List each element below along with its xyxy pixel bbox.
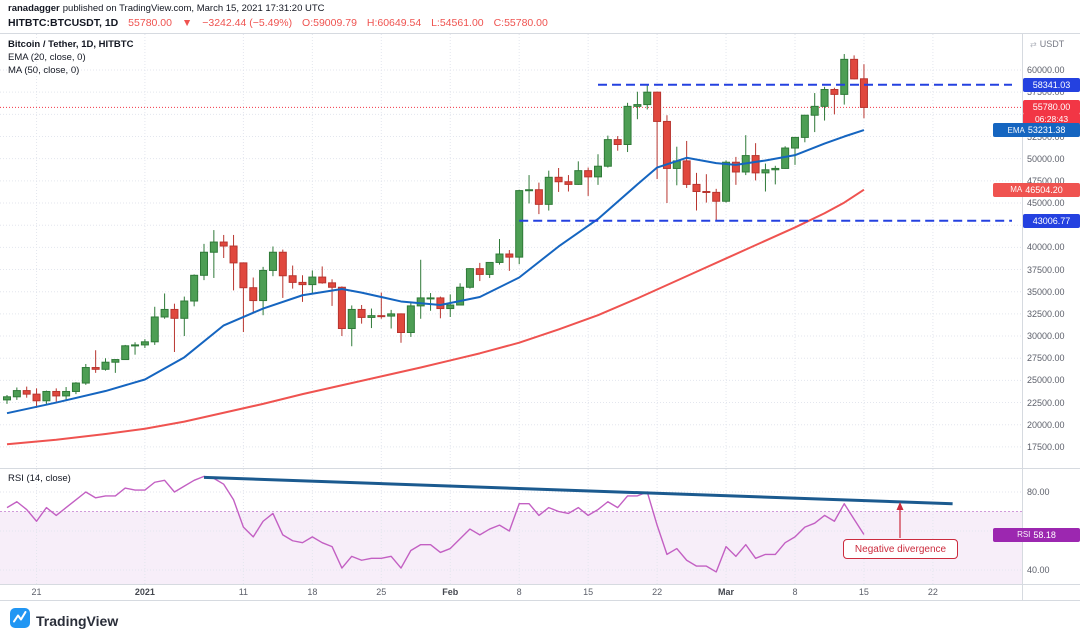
last-badge: 55780.00: [1023, 100, 1080, 115]
chart-legend: Bitcoin / Tether, 1D, HITBTC EMA (20, cl…: [8, 38, 133, 77]
price-axis-tick: 37500.00: [1027, 264, 1065, 275]
rsi-badge-value: 58.18: [1033, 529, 1056, 540]
footer: TradingView: [10, 608, 118, 633]
price-axis-tick: 17500.00: [1027, 441, 1065, 452]
price-axis-tick: 47500.00: [1027, 175, 1065, 186]
time-axis-tick: 2021: [134, 587, 155, 597]
legend-symbol[interactable]: Bitcoin / Tether, 1D, HITBTC: [8, 39, 134, 50]
high-value: H:60649.54: [366, 17, 422, 29]
price-axis-tick: 57500.00: [1027, 87, 1065, 98]
rsi-axis-tick: 80.00: [1027, 487, 1050, 497]
ema-badge-prefix: EMA: [1007, 125, 1025, 135]
time-axis-tick: 8: [792, 587, 798, 597]
ma-badge-prefix: MA: [1010, 185, 1023, 195]
legend-ma[interactable]: MA (50, close, 0): [8, 65, 80, 76]
price-axis-tick: 40000.00: [1027, 242, 1065, 253]
time-axis-tick: Feb: [442, 587, 459, 597]
publish-text: published on TradingView.com, March 15, …: [62, 3, 325, 14]
price-axis-tick: 20000.00: [1027, 419, 1065, 430]
change-arrow-icon: ▼: [181, 17, 193, 29]
negative-divergence-text: Negative divergence: [854, 543, 947, 555]
ma-badge: MA 46504.20: [993, 182, 1080, 197]
ma-badge-value: 46504.20: [1025, 184, 1063, 195]
currency-control[interactable]: ⇄ USDT: [1030, 39, 1064, 49]
publish-line: ranadagger published on TradingView.com, …: [8, 0, 555, 14]
currency-toggle-icon: ⇄: [1030, 39, 1037, 49]
rsi-axis-tick: 40.00: [1027, 565, 1050, 575]
last-price: 55780.00: [128, 17, 172, 29]
time-axis-tick: 22: [927, 587, 938, 597]
currency-label: USDT: [1039, 39, 1065, 49]
time-axis-tick: 8: [516, 587, 522, 597]
price-axis-tick: 60000.00: [1027, 65, 1065, 75]
low-value: L:54561.00: [431, 17, 484, 29]
author-name: ranadagger: [8, 3, 60, 14]
price-axis-tick: 32500.00: [1027, 308, 1065, 319]
price-axis-tick: 35000.00: [1027, 286, 1065, 297]
price-axis-tick: 50000.00: [1027, 153, 1065, 164]
price-axis-tick: 25000.00: [1027, 375, 1065, 386]
ema-badge: EMA 53231.38: [993, 123, 1080, 138]
time-axis-tick: 15: [583, 587, 594, 597]
time-axis-tick: 18: [307, 587, 318, 597]
price-axis-tick: 22500.00: [1027, 397, 1065, 408]
time-axis-tick: 22: [652, 587, 663, 597]
level-badge-value: 58341.03: [1032, 79, 1071, 90]
symbol-name: HITBTC:BTCUSDT, 1D: [8, 17, 119, 29]
legend-ema[interactable]: EMA (20, close, 0): [8, 52, 86, 63]
price-axis-tick: 30000.00: [1027, 331, 1065, 342]
level-badge-value: 43006.77: [1032, 215, 1071, 226]
countdown-badge: 06:28:43: [1023, 112, 1080, 125]
time-axis-tick: 11: [238, 587, 249, 597]
rsi-badge-prefix: RSI: [1017, 530, 1031, 540]
rsi-indicator-label[interactable]: RSI (14, close): [8, 473, 71, 484]
price-axis-tick: 27500.00: [1027, 353, 1065, 364]
close-value: C:55780.00: [493, 17, 548, 29]
header: ranadagger published on TradingView.com, …: [8, 0, 555, 29]
time-axis-tick: 15: [858, 587, 869, 597]
ema-badge-value: 53231.38: [1027, 125, 1066, 136]
negative-divergence-callout[interactable]: Negative divergence: [843, 539, 958, 559]
level-badge: 43006.77: [1023, 213, 1080, 228]
last-badge-value: 55780.00: [1032, 102, 1071, 113]
open-value: O:59009.79: [302, 17, 357, 29]
level-badge: 58341.03: [1023, 77, 1080, 92]
price-axis-tick: 45000.00: [1027, 198, 1065, 209]
time-axis-tick: 21: [31, 587, 42, 597]
price-change: −3242.44 (−5.49%): [202, 17, 293, 29]
time-axis-tick: Mar: [718, 587, 735, 597]
rsi-badge: RSI 58.18: [993, 527, 1080, 542]
time-axis-tick: 25: [376, 587, 387, 597]
symbol-line: HITBTC:BTCUSDT, 1D 55780.00 ▼ −3242.44 (…: [8, 17, 555, 29]
countdown-badge-value: 06:28:43: [1034, 113, 1069, 124]
tradingview-logo-text[interactable]: TradingView: [36, 612, 119, 629]
tradingview-logo-icon[interactable]: [10, 608, 30, 633]
